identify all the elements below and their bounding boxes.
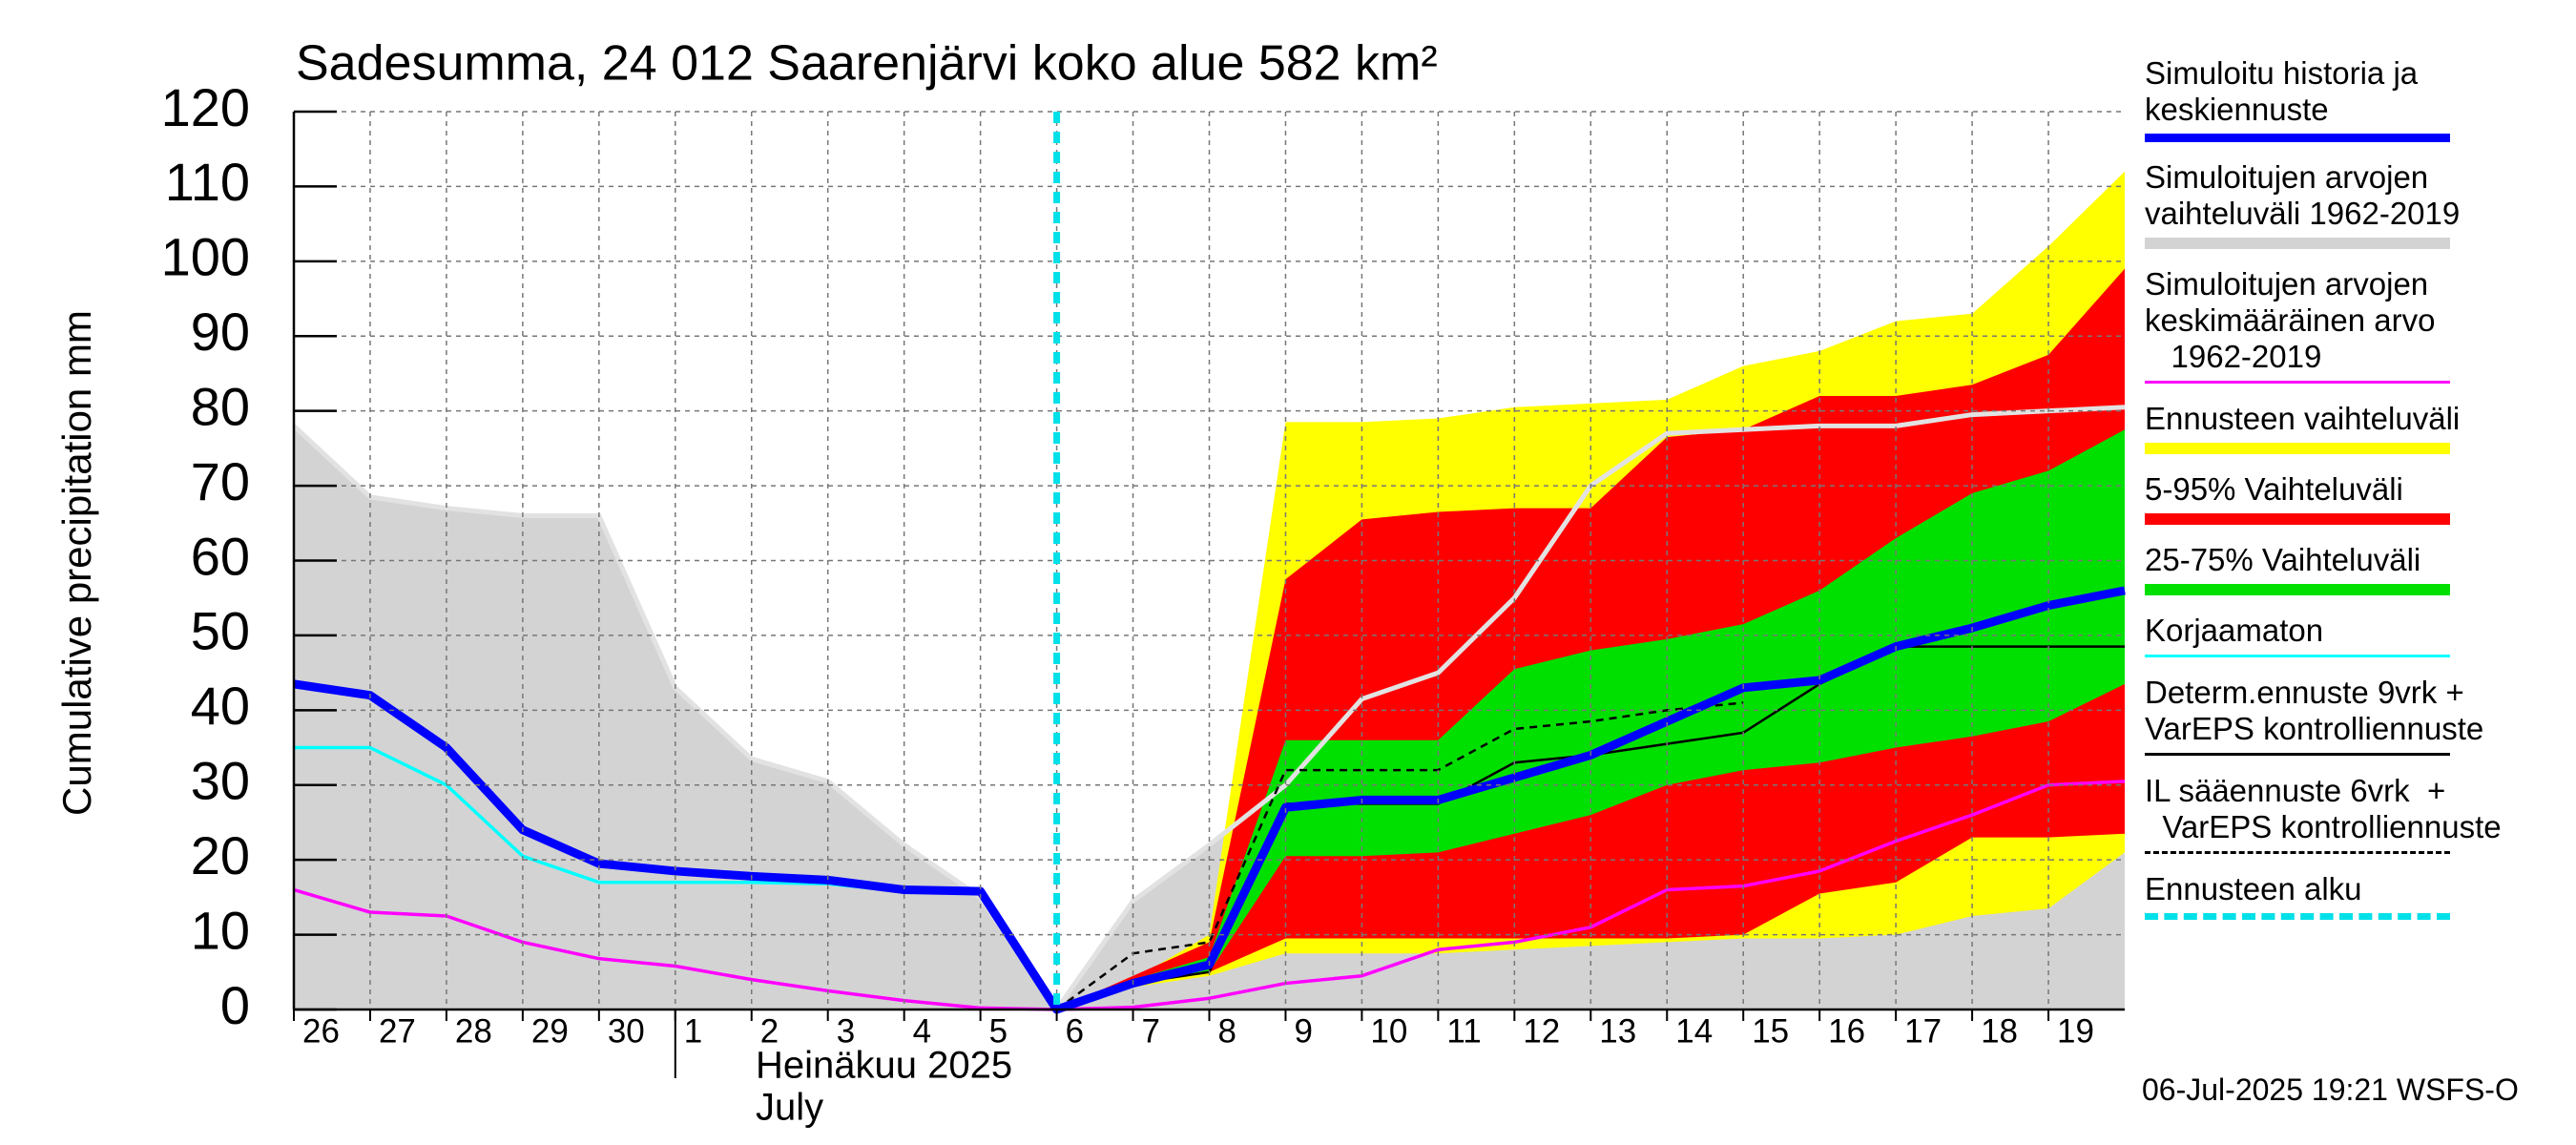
y-tick-label: 50 bbox=[191, 601, 250, 661]
legend-swatch bbox=[2145, 655, 2450, 657]
x-tick-label: 6 bbox=[1066, 1012, 1084, 1050]
y-tick-label: 90 bbox=[191, 302, 250, 362]
legend-swatch bbox=[2145, 443, 2450, 454]
x-tick-label: 12 bbox=[1523, 1012, 1560, 1050]
legend-item: IL sääennuste 6vrk + VarEPS kontrollienn… bbox=[2145, 773, 2569, 854]
y-tick-label: 100 bbox=[161, 227, 250, 287]
x-tick-label: 30 bbox=[608, 1012, 645, 1050]
legend-swatch bbox=[2145, 913, 2450, 920]
y-tick-label: 20 bbox=[191, 825, 250, 885]
legend-item: Ennusteen alku bbox=[2145, 871, 2569, 920]
x-tick-label: 15 bbox=[1752, 1012, 1789, 1050]
legend-swatch bbox=[2145, 851, 2450, 854]
legend-item: 5-95% Vaihteluväli bbox=[2145, 471, 2569, 525]
legend-label: Ennusteen alku bbox=[2145, 871, 2362, 906]
legend-label: 25-75% Vaihteluväli bbox=[2145, 542, 2421, 577]
x-tick-label: 18 bbox=[1981, 1012, 2018, 1050]
legend-label: Ennusteen vaihteluväli bbox=[2145, 401, 2461, 436]
y-tick-label: 40 bbox=[191, 676, 250, 736]
legend: Simuloitu historia ja keskiennuste Simulo… bbox=[2145, 55, 2569, 937]
x-tick-label: 29 bbox=[531, 1012, 569, 1050]
legend-label: IL sääennuste 6vrk + VarEPS kontrollienn… bbox=[2145, 773, 2502, 844]
legend-label: Simuloitujen arvojen vaihteluväli 1962-2… bbox=[2145, 159, 2461, 231]
footer: 06-Jul-2025 19:21 WSFS-O bbox=[2142, 1072, 2519, 1107]
legend-item: Simuloitu historia ja keskiennuste bbox=[2145, 55, 2569, 142]
x-tick-label: 1 bbox=[684, 1012, 702, 1050]
x-tick-label: 2 bbox=[760, 1012, 779, 1050]
x-tick-label: 27 bbox=[379, 1012, 416, 1050]
y-tick-label: 30 bbox=[191, 751, 250, 811]
legend-swatch bbox=[2145, 584, 2450, 595]
y-tick-label: 0 bbox=[220, 975, 250, 1035]
legend-label: Simuloitujen arvojen keskimääräinen arvo… bbox=[2145, 266, 2436, 374]
legend-item: Korjaamaton bbox=[2145, 613, 2569, 657]
y-tick-label: 110 bbox=[165, 152, 250, 212]
x-tick-label: 16 bbox=[1828, 1012, 1865, 1050]
legend-item: Simuloitujen arvojen vaihteluväli 1962-2… bbox=[2145, 159, 2569, 249]
legend-label: Determ.ennuste 9vrk + VarEPS kontrollien… bbox=[2145, 675, 2484, 746]
y-axis-label: Cumulative precipitation mm bbox=[54, 310, 99, 816]
x-tick-label: 4 bbox=[913, 1012, 931, 1050]
x-tick-label: 7 bbox=[1142, 1012, 1160, 1050]
legend-label: Korjaamaton bbox=[2145, 613, 2324, 648]
x-tick-label: 11 bbox=[1446, 1012, 1481, 1050]
legend-label: 5-95% Vaihteluväli bbox=[2145, 471, 2403, 507]
x-tick-label: 28 bbox=[455, 1012, 492, 1050]
legend-label: Simuloitu historia ja keskiennuste bbox=[2145, 55, 2419, 127]
legend-swatch bbox=[2145, 134, 2450, 142]
band bbox=[1056, 429, 2125, 1010]
x-tick-label: 19 bbox=[2057, 1012, 2094, 1050]
y-tick-label: 10 bbox=[191, 900, 250, 960]
legend-swatch bbox=[2145, 513, 2450, 525]
x-tick-label: 9 bbox=[1294, 1012, 1312, 1050]
y-tick-label: 60 bbox=[191, 526, 250, 586]
line bbox=[1055, 701, 1744, 1011]
x-tick-label: 17 bbox=[1904, 1012, 1942, 1050]
month-label: Heinäkuu 2025 bbox=[756, 1045, 1012, 1087]
y-tick-label: 120 bbox=[161, 77, 250, 137]
legend-swatch bbox=[2145, 238, 2450, 249]
legend-item: Simuloitujen arvojen keskimääräinen arvo… bbox=[2145, 266, 2569, 384]
x-tick-label: 10 bbox=[1370, 1012, 1407, 1050]
x-tick-label: 3 bbox=[837, 1012, 855, 1050]
x-tick-label: 13 bbox=[1599, 1012, 1636, 1050]
legend-item: Ennusteen vaihteluväli bbox=[2145, 401, 2569, 454]
y-tick-label: 80 bbox=[191, 376, 250, 436]
legend-item: Determ.ennuste 9vrk + VarEPS kontrollien… bbox=[2145, 675, 2569, 756]
x-tick-label: 14 bbox=[1675, 1012, 1713, 1050]
line bbox=[293, 780, 2126, 1011]
month-label-en: July bbox=[756, 1087, 823, 1129]
x-tick-label: 8 bbox=[1218, 1012, 1236, 1050]
y-tick-label: 70 bbox=[191, 451, 250, 511]
legend-swatch bbox=[2145, 381, 2450, 384]
legend-swatch bbox=[2145, 753, 2450, 756]
x-tick-label: 5 bbox=[989, 1012, 1008, 1050]
x-tick-label: 26 bbox=[302, 1012, 340, 1050]
legend-item: 25-75% Vaihteluväli bbox=[2145, 542, 2569, 595]
chart-title: Sadesumma, 24 012 Saarenjärvi koko alue … bbox=[296, 36, 1438, 92]
